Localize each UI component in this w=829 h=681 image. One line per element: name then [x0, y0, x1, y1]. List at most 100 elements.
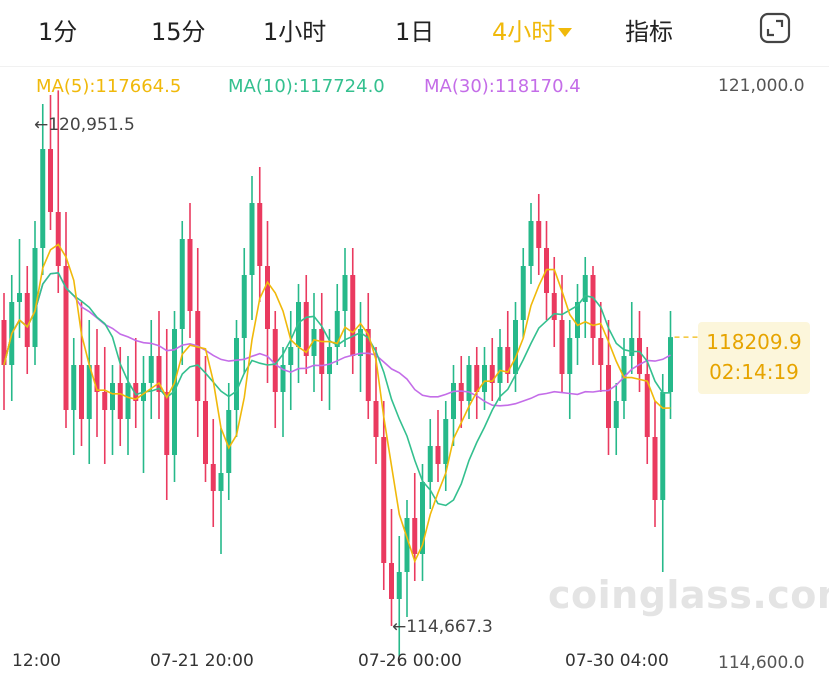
- candle-body: [404, 518, 410, 572]
- candle-body: [125, 383, 131, 419]
- ma10-line: [3, 271, 671, 507]
- candle-body: [288, 347, 294, 365]
- candle-body: [629, 338, 635, 356]
- candle-body: [489, 365, 495, 383]
- candle-body: [71, 365, 77, 410]
- tab-1h[interactable]: 1小时: [263, 18, 327, 46]
- caret-down-icon: [558, 28, 573, 37]
- tab-15m[interactable]: 15分: [151, 18, 206, 46]
- legend-ma5: MA(5):117664.5: [36, 76, 182, 97]
- candle-body: [644, 374, 650, 437]
- candle-body: [257, 203, 263, 266]
- candle-body: [637, 338, 642, 374]
- candle-body: [265, 266, 270, 329]
- candle-body: [435, 446, 441, 464]
- candle-body: [327, 347, 332, 374]
- candle-body: [32, 248, 38, 347]
- candle-body: [94, 365, 100, 392]
- candle-body: [451, 383, 456, 419]
- candle-body: [505, 347, 511, 374]
- candle-body: [79, 365, 84, 419]
- candle-body: [210, 464, 216, 491]
- candle-body: [613, 401, 619, 428]
- candle-body: [218, 473, 224, 491]
- candle-body: [303, 302, 309, 356]
- candle-body: [241, 275, 247, 338]
- x-axis-label-0: 12:00: [12, 651, 61, 671]
- candle-body: [63, 266, 69, 410]
- candle-body: [396, 572, 402, 599]
- candle-body: [358, 329, 363, 356]
- legend-ma30: MA(30):118170.4: [424, 76, 581, 97]
- candle-body: [412, 518, 418, 554]
- candle-body: [373, 401, 379, 437]
- candle-body: [598, 338, 604, 365]
- candle-body: [17, 293, 22, 302]
- candle-body: [249, 203, 255, 275]
- expand-icon-graphic: [759, 12, 791, 44]
- candle-body: [466, 365, 472, 401]
- candle-body: [389, 563, 394, 599]
- tab-4h[interactable]: 4小时: [492, 12, 573, 47]
- tab-4h-label: 4小时: [492, 18, 556, 46]
- candle-body: [474, 365, 480, 392]
- candle-body: [551, 293, 557, 320]
- candle-body: [156, 356, 162, 392]
- candle-body: [334, 311, 340, 347]
- legend-ma10: MA(10):117724.0: [228, 76, 385, 97]
- candle-body: [606, 365, 611, 428]
- x-axis-label-3: 07-30 04:00: [565, 651, 669, 671]
- tabs-divider: [0, 66, 829, 67]
- candle-body: [590, 275, 596, 338]
- low-marker-label: ←114,667.3: [392, 617, 493, 637]
- watermark: coinglass.com: [548, 573, 829, 617]
- y-axis-top-label: 121,000.0: [718, 76, 805, 96]
- candle-body: [567, 338, 573, 374]
- candle-body: [195, 311, 201, 401]
- tab-1d[interactable]: 1日: [395, 18, 435, 46]
- candle-body: [621, 356, 627, 401]
- candle-body: [24, 293, 30, 347]
- candle-body: [148, 356, 154, 383]
- candle-body: [381, 437, 387, 563]
- candle-body: [48, 149, 53, 212]
- candle-body: [311, 329, 317, 356]
- timeframe-tabs: 1分 15分 1小时 1日 4小时 指标: [0, 0, 829, 58]
- candle-body: [1, 320, 7, 365]
- candle-body: [226, 410, 232, 473]
- candle-body: [528, 221, 534, 266]
- candle-body: [272, 329, 278, 392]
- current-price-tag: 118209.9 02:14:19: [698, 322, 810, 394]
- candle-body: [280, 365, 286, 392]
- candle-body: [427, 446, 433, 482]
- indicator-button[interactable]: 指标: [625, 18, 673, 46]
- candle-body: [668, 337, 673, 392]
- candle-body: [652, 437, 658, 500]
- candle-body: [187, 239, 193, 311]
- candle-body: [536, 221, 542, 248]
- tab-1m[interactable]: 1分: [38, 18, 78, 46]
- ma30-line: [3, 271, 671, 407]
- candle-body: [40, 149, 46, 248]
- candle-body: [55, 212, 61, 266]
- candle-body: [319, 329, 325, 374]
- x-axis-label-2: 07-26 00:00: [358, 651, 462, 671]
- candle-body: [203, 401, 208, 464]
- candle-body: [497, 347, 503, 383]
- candle-body: [458, 383, 464, 401]
- expand-icon[interactable]: [759, 12, 791, 44]
- candle-body: [520, 266, 526, 320]
- y-axis-bottom-label: 114,600.0: [718, 653, 805, 673]
- candle-body: [117, 383, 123, 419]
- x-axis-label-1: 07-21 20:00: [150, 651, 254, 671]
- candle-body: [559, 320, 565, 374]
- candle-body: [342, 275, 348, 311]
- candle-body: [110, 383, 115, 410]
- candle-body: [443, 419, 449, 464]
- candle-body: [86, 365, 92, 419]
- candle-body: [365, 329, 371, 401]
- candle-countdown: 02:14:19: [709, 360, 799, 384]
- candle-body: [575, 302, 580, 338]
- candle-body: [582, 275, 588, 302]
